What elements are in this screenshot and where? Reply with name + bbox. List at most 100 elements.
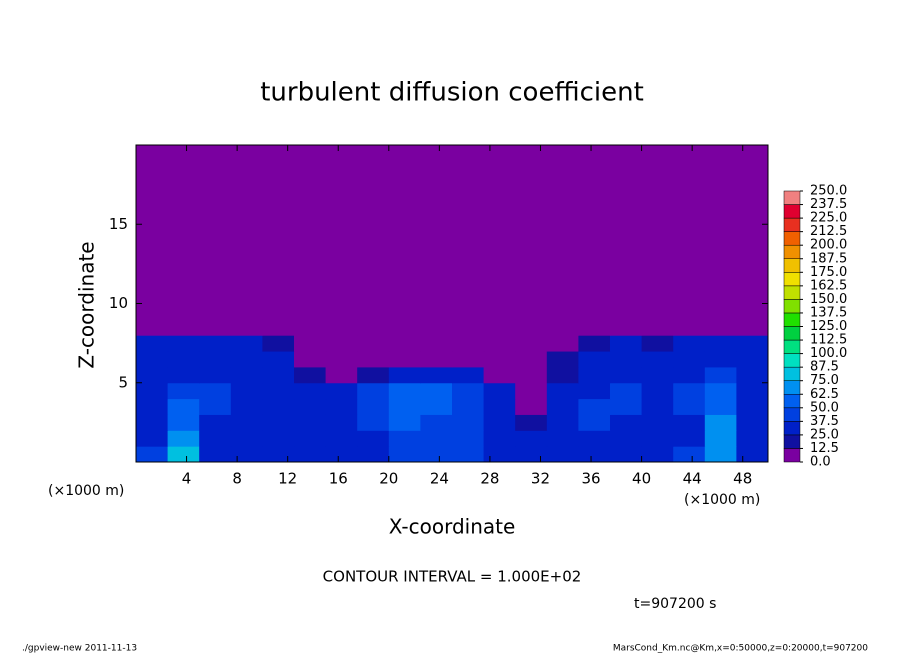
- contour-cell: [136, 366, 169, 384]
- x-tick-label: 28: [480, 470, 499, 488]
- contour-cell: [199, 414, 232, 431]
- contour-cell: [483, 430, 516, 447]
- colorbar-swatch: [783, 434, 801, 449]
- colorbar-label: 62.5: [810, 387, 839, 402]
- colorbar-swatch: [783, 312, 801, 327]
- contour-cell: [515, 414, 548, 431]
- contour-cell: [452, 335, 485, 352]
- contour-cell: [230, 366, 263, 384]
- colorbar-swatch: [783, 448, 801, 463]
- contour-cell: [610, 319, 643, 336]
- contour-cell: [388, 335, 421, 352]
- contour-cell: [452, 430, 485, 447]
- contour-cell: [199, 382, 232, 400]
- contour-cell: [610, 335, 643, 352]
- contour-cell: [704, 303, 737, 320]
- colorbar-swatch: [783, 380, 801, 395]
- contour-cell: [136, 335, 169, 352]
- contour-cell: [483, 319, 516, 336]
- contour-cell: [357, 335, 390, 352]
- contour-cell: [136, 430, 169, 447]
- contour-cell: [736, 430, 769, 447]
- contour-cell: [167, 366, 200, 384]
- contour-cell: [230, 303, 263, 320]
- contour-cell: [736, 335, 769, 352]
- contour-cell: [357, 303, 390, 320]
- colorbar-swatch: [783, 353, 801, 368]
- contour-cell: [167, 446, 200, 463]
- contour-cell: [610, 366, 643, 384]
- x-tick-label: 40: [632, 470, 651, 488]
- contour-cell: [673, 414, 706, 431]
- contour-cell: [736, 351, 769, 368]
- x-tick-label: 8: [232, 470, 242, 488]
- contour-cell: [420, 335, 453, 352]
- contour-cell: [420, 303, 453, 320]
- contour-cell: [167, 335, 200, 352]
- contour-cell: [420, 382, 453, 400]
- contour-cell: [262, 319, 295, 336]
- contour-cell: [736, 398, 769, 415]
- contour-cell: [673, 351, 706, 368]
- contour-cell: [136, 398, 169, 415]
- contour-cell: [641, 351, 674, 368]
- contour-cell: [673, 446, 706, 463]
- contour-cell: [294, 446, 327, 463]
- contour-cell: [420, 430, 453, 447]
- contour-cell: [262, 414, 295, 431]
- contour-cell: [167, 319, 200, 336]
- contour-cell: [546, 319, 579, 336]
- contour-cell: [325, 398, 358, 415]
- colorbar-swatch: [783, 217, 801, 232]
- contour-cell: [388, 398, 421, 415]
- contour-cell: [230, 446, 263, 463]
- y-tick-label: 15: [109, 215, 128, 233]
- colorbar-swatch: [783, 366, 801, 381]
- colorbar-label: 50.0: [810, 400, 839, 415]
- contour-cell: [294, 351, 327, 368]
- contour-cell: [357, 351, 390, 368]
- contour-cell: [294, 319, 327, 336]
- contour-cell: [199, 351, 232, 368]
- contour-cell: [230, 351, 263, 368]
- contour-cell: [483, 303, 516, 320]
- y-tick-label: 5: [118, 373, 128, 391]
- colorbar-swatch: [783, 407, 801, 422]
- contour-cell: [452, 382, 485, 400]
- contour-cell: [357, 414, 390, 431]
- contour-cell: [452, 366, 485, 384]
- contour-cell: [167, 382, 200, 400]
- contour-cell: [641, 382, 674, 400]
- contour-cell: [610, 382, 643, 400]
- contour-cell: [610, 351, 643, 368]
- contour-cell: [546, 430, 579, 447]
- contour-cell: [357, 319, 390, 336]
- contour-cell: [388, 303, 421, 320]
- contour-cell: [420, 366, 453, 384]
- contour-cell: [199, 366, 232, 384]
- contour-cell: [515, 303, 548, 320]
- contour-cell: [515, 446, 548, 463]
- contour-cell: [736, 382, 769, 400]
- colorbar-swatch: [783, 272, 801, 287]
- colorbar-label: 237.5: [810, 197, 847, 212]
- contour-cell: [357, 430, 390, 447]
- contour-cell: [546, 414, 579, 431]
- contour-cell: [199, 398, 232, 415]
- x-tick-label: 24: [430, 470, 449, 488]
- contour-cell: [578, 382, 611, 400]
- contour-cell: [641, 446, 674, 463]
- y-axis-label: Z-coordinate: [75, 241, 99, 368]
- colorbar-label: 150.0: [810, 292, 847, 307]
- contour-cell: [610, 446, 643, 463]
- contour-cell: [420, 446, 453, 463]
- contour-cell: [515, 382, 548, 400]
- colorbar-swatch: [783, 394, 801, 409]
- contour-cell: [357, 446, 390, 463]
- contour-cell: [230, 382, 263, 400]
- colorbar-label: 112.5: [810, 333, 847, 348]
- contour-cell: [546, 335, 579, 352]
- footer: ./gpview-new 2011-11-13: [22, 644, 137, 654]
- chart-title: turbulent diffusion coefficient: [260, 78, 644, 108]
- contour-cell: [515, 430, 548, 447]
